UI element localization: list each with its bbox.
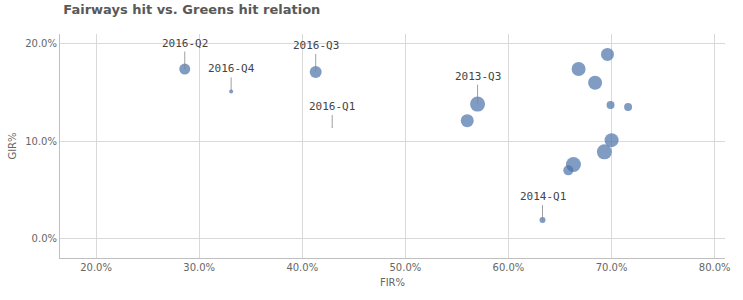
svg-text:2016-Q4: 2016-Q4 bbox=[208, 62, 255, 75]
svg-text:0.0%: 0.0% bbox=[32, 233, 57, 244]
svg-text:80.0%: 80.0% bbox=[699, 262, 731, 273]
svg-text:10.0%: 10.0% bbox=[25, 136, 57, 147]
svg-text:40.0%: 40.0% bbox=[286, 262, 318, 273]
svg-text:FIR%: FIR% bbox=[380, 277, 405, 288]
svg-text:Fairways hit vs. Greens hit re: Fairways hit vs. Greens hit relation bbox=[63, 2, 320, 17]
svg-text:2013-Q3: 2013-Q3 bbox=[455, 70, 501, 83]
svg-text:30.0%: 30.0% bbox=[183, 262, 215, 273]
svg-text:2016-Q2: 2016-Q2 bbox=[162, 37, 208, 50]
svg-text:20.0%: 20.0% bbox=[80, 262, 112, 273]
svg-text:2016-Q1: 2016-Q1 bbox=[309, 100, 355, 113]
svg-text:2014-Q1: 2014-Q1 bbox=[520, 190, 566, 203]
svg-text:20.0%: 20.0% bbox=[25, 38, 57, 49]
svg-text:2016-Q3: 2016-Q3 bbox=[293, 39, 339, 52]
svg-text:70.0%: 70.0% bbox=[596, 262, 628, 273]
svg-text:GIR%: GIR% bbox=[7, 132, 18, 159]
svg-text:50.0%: 50.0% bbox=[389, 262, 421, 273]
svg-text:60.0%: 60.0% bbox=[493, 262, 525, 273]
